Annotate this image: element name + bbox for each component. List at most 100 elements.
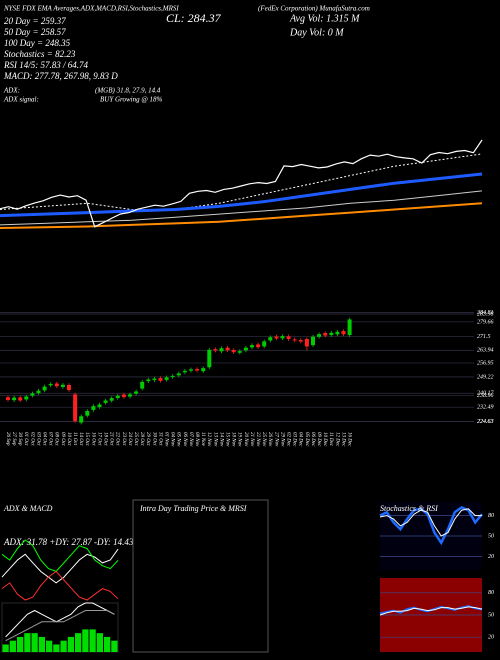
indicator-line <box>379 508 482 537</box>
macd-bar <box>111 640 118 652</box>
macd-bar <box>89 629 96 652</box>
x-tick-label: 12 Nov <box>206 432 211 447</box>
x-tick-label: 25 Oct <box>133 432 138 446</box>
x-tick-label: 20 Nov <box>243 432 248 447</box>
candle-body <box>73 394 78 422</box>
y-tick-label: 50 <box>488 612 494 618</box>
macd-bar <box>9 640 16 652</box>
intraday-frame <box>132 499 269 653</box>
candle-body <box>12 397 17 401</box>
x-tick-label: 29 Nov <box>279 432 284 447</box>
candle-body <box>170 375 175 377</box>
x-tick-label: 11 Nov <box>200 432 205 447</box>
x-tick-label: 21 Oct <box>109 432 114 446</box>
candle-body <box>103 400 108 403</box>
candle-body <box>54 383 59 387</box>
candle-body <box>182 370 187 373</box>
macd-line <box>5 602 115 638</box>
indicator-line <box>379 505 483 546</box>
x-tick-label: 08 Nov <box>194 432 199 447</box>
candle-body <box>42 386 47 391</box>
candle-body <box>97 404 102 408</box>
x-tick-label: 10 Oct <box>66 432 71 446</box>
y-tick-label: 284.81 <box>477 309 494 316</box>
candle-body <box>134 391 139 394</box>
x-tick-label: 01 Oct <box>23 432 28 446</box>
indicator-line <box>379 606 483 616</box>
adx-label: ADX: <box>3 87 20 95</box>
x-tick-label: 05 Dec <box>304 432 309 447</box>
macd-line <box>5 610 115 642</box>
candle-body <box>158 378 163 381</box>
page-title: NYSE FDX EMA Averages,ADX,MACD,RSI,Stoch… <box>3 5 179 13</box>
x-tick-label: 27 Sep <box>11 432 16 446</box>
x-tick-label: 09 Oct <box>60 432 65 446</box>
x-tick-label: 14 Nov <box>218 432 223 447</box>
y-tick-label: 224.63 <box>477 418 494 425</box>
x-tick-label: 06 Dec <box>310 432 315 447</box>
x-tick-label: 19 Nov <box>237 432 242 447</box>
candle-body <box>67 384 71 391</box>
candle-body <box>243 347 248 351</box>
candle-body <box>213 349 218 351</box>
x-tick-label: 28 Oct <box>139 432 144 446</box>
x-tick-label: 15 Oct <box>84 432 89 446</box>
candle-body <box>286 336 291 340</box>
candle-body <box>176 373 181 376</box>
candle-body <box>6 397 10 400</box>
x-tick-label: 27 Nov <box>273 432 278 447</box>
candle-body <box>323 333 328 336</box>
candle-body <box>146 379 151 382</box>
y-tick-label: 80 <box>488 513 494 519</box>
indicator-line <box>1 548 119 584</box>
x-tick-label: 31 Oct <box>157 432 162 446</box>
y-tick-label: 263.94 <box>477 347 494 354</box>
x-tick-label: 04 Nov <box>170 432 175 447</box>
x-tick-label: 11 Oct <box>72 432 77 446</box>
candle-body <box>268 337 273 341</box>
x-tick-label: 13 Nov <box>212 432 217 447</box>
x-tick-label: 01 Nov <box>163 432 168 447</box>
x-tick-label: 03 Oct <box>35 432 40 446</box>
x-tick-label: 22 Nov <box>255 432 260 447</box>
x-tick-label: 18 Nov <box>231 432 236 447</box>
macd-bar <box>17 636 24 652</box>
moving-average-line <box>0 153 483 210</box>
x-tick-label: 12 Dec <box>334 432 339 447</box>
candle-body <box>317 334 322 337</box>
y-tick-label: 283.98 <box>477 311 494 317</box>
x-tick-label: 21 Nov <box>249 432 254 447</box>
x-tick-label: 05 Nov <box>176 432 181 447</box>
day-vol-label: Day Vol: 0 M <box>289 27 344 38</box>
candle-body <box>304 339 309 347</box>
y-tick-label: 20 <box>488 554 494 560</box>
x-tick-label: 02 Oct <box>29 432 34 446</box>
x-tick-label: 09 Dec <box>316 432 321 447</box>
y-tick-label: 232.49 <box>477 404 494 411</box>
x-tick-label: 03 Dec <box>292 432 297 447</box>
candle-body <box>164 377 169 380</box>
candle-body <box>18 397 23 401</box>
x-tick-label: 17 Oct <box>96 432 101 446</box>
x-tick-label: 06 Nov <box>182 432 187 447</box>
y-tick-label: 256.95 <box>477 360 494 366</box>
x-tick-label: 04 Dec <box>298 432 303 447</box>
candle-body <box>30 393 35 396</box>
x-tick-label: 10 Dec <box>322 432 327 447</box>
candle-body <box>60 384 65 387</box>
x-tick-label: 16 Oct <box>90 432 95 446</box>
panel-background <box>2 540 118 600</box>
candle-body <box>207 349 212 368</box>
candle-body <box>225 347 230 351</box>
moving-average-line <box>0 190 483 226</box>
candle-body <box>24 396 29 400</box>
candle-body <box>231 350 236 353</box>
close-label: CL: 284.37 <box>166 11 222 25</box>
candle-body <box>140 381 145 389</box>
candle-body <box>201 368 206 372</box>
candle-body <box>189 369 193 371</box>
x-tick-label: 14 Oct <box>78 432 83 446</box>
candle-body <box>152 378 157 381</box>
macd-bar <box>53 644 60 652</box>
y-tick-label: 240.17 <box>477 390 495 397</box>
